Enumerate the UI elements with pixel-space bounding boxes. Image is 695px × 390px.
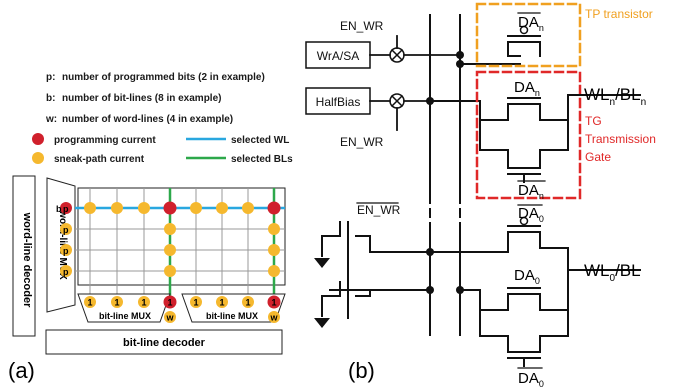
panel-a: p: number of programmed bits (2 in examp… <box>8 72 293 383</box>
tg-title-1: TG <box>585 114 602 128</box>
tp-da-0-label: DA0 <box>518 205 544 224</box>
col-label-8: 1 <box>271 298 276 308</box>
col-label-2: 1 <box>114 298 119 308</box>
legend-p: p: number of programmed bits (2 in examp… <box>46 72 265 83</box>
halfbias-box <box>305 87 371 115</box>
en-wr-bar-label: EN_WR <box>357 203 401 217</box>
legend-p-text: number of programmed bits (2 in example) <box>62 72 265 83</box>
legend-sneak-dot <box>32 152 44 164</box>
legend-p-key: p: <box>46 72 55 83</box>
tg-gate-lower <box>479 247 641 367</box>
legend-programming-text: programming current <box>54 135 156 146</box>
tg-da-n-label: DAn <box>514 79 540 98</box>
legend-w: w: number of word-lines (4 in example) <box>45 114 233 125</box>
tg-title-2: Transmission <box>585 132 656 146</box>
panel-a-label: (a) <box>8 358 35 383</box>
switch-halfbias <box>389 93 405 109</box>
tp-transistor-box <box>475 2 582 68</box>
tg-gate-box <box>475 70 582 200</box>
switch-wra <box>389 47 405 63</box>
col-label-3: 1 <box>141 298 146 308</box>
wra-sa-box <box>305 41 371 69</box>
col-label-5: 1 <box>193 298 198 308</box>
row-label-p1: p <box>63 225 69 235</box>
crossbar-array <box>75 187 286 300</box>
col-label-w-right: w <box>269 313 278 323</box>
col-label-7: 1 <box>245 298 250 308</box>
programmed-cell-1 <box>163 201 177 215</box>
legend-w-key: w: <box>45 114 57 125</box>
en-wr-label-mid: EN_WR <box>340 135 384 149</box>
row-label-p-top: p <box>63 204 69 214</box>
panel-b: EN_WR EN_WR WrA/SA HalfBias <box>305 2 656 389</box>
col-label-w-left: w <box>165 313 174 323</box>
tg-title-3: Gate <box>585 150 611 164</box>
panel-b-label: (b) <box>348 358 375 383</box>
array-border <box>77 187 286 286</box>
bit-line-decoder-label: bit-line decoder <box>123 337 206 349</box>
row-label-p3: p <box>63 267 69 277</box>
tp-transistor-lower <box>479 225 541 253</box>
wl-0-bl-label: WL0/BL <box>584 261 641 284</box>
bit-line-decoder-box <box>45 329 283 355</box>
bus-junctions <box>426 51 464 294</box>
legend-w-text: number of word-lines (4 in example) <box>62 114 233 125</box>
legend-b-text: number of bit-lines (8 in example) <box>62 93 221 104</box>
wl-n-bl-n-label: WLn/BLn <box>584 85 646 108</box>
legend-b: b: number of bit-lines (8 in example) <box>46 93 221 104</box>
row-label-p2: p <box>63 246 69 256</box>
row-label-b: b <box>56 204 62 214</box>
col-label-4: 1 <box>167 298 172 308</box>
tg-da-0-label: DA0 <box>514 267 540 286</box>
ground-symbols <box>314 258 330 328</box>
tg-da-n-bar-label: DAn <box>518 182 544 201</box>
col-label-6: 1 <box>219 298 224 308</box>
legend-bl-text: selected BLs <box>231 154 293 165</box>
wra-sa-label: WrA/SA <box>317 49 359 63</box>
programmed-cell-2 <box>267 201 281 215</box>
tp-da-n-label: DAn <box>518 14 544 33</box>
ground-transistors <box>321 221 431 319</box>
legend-sneak-text: sneak-path current <box>54 154 145 165</box>
tg-gate-upper <box>479 94 641 183</box>
tg-da-0-bar-label: DA0 <box>518 370 544 389</box>
word-line-decoder-box <box>12 175 36 337</box>
legend-programming-dot <box>32 133 44 145</box>
bit-line-mux-left-label: bit-line MUX <box>99 311 151 321</box>
bit-line-mux-right-label: bit-line MUX <box>206 311 258 321</box>
halfbias-label: HalfBias <box>316 95 361 109</box>
word-line-decoder-label: word-line decoder <box>21 212 33 308</box>
column-markers: 1 1 1 1 w 1 1 1 1 w <box>84 295 281 323</box>
col-label-1: 1 <box>87 298 92 308</box>
row-markers: b p p p p <box>56 202 72 277</box>
tp-transistor-title: TP transistor <box>585 7 653 21</box>
tp-transistor <box>507 35 541 57</box>
en-wr-label-top: EN_WR <box>340 19 384 33</box>
legend-wl-text: selected WL <box>231 135 289 146</box>
word-line-mux-label: word-line MUX <box>57 209 68 280</box>
legend-b-key: b: <box>46 93 55 104</box>
